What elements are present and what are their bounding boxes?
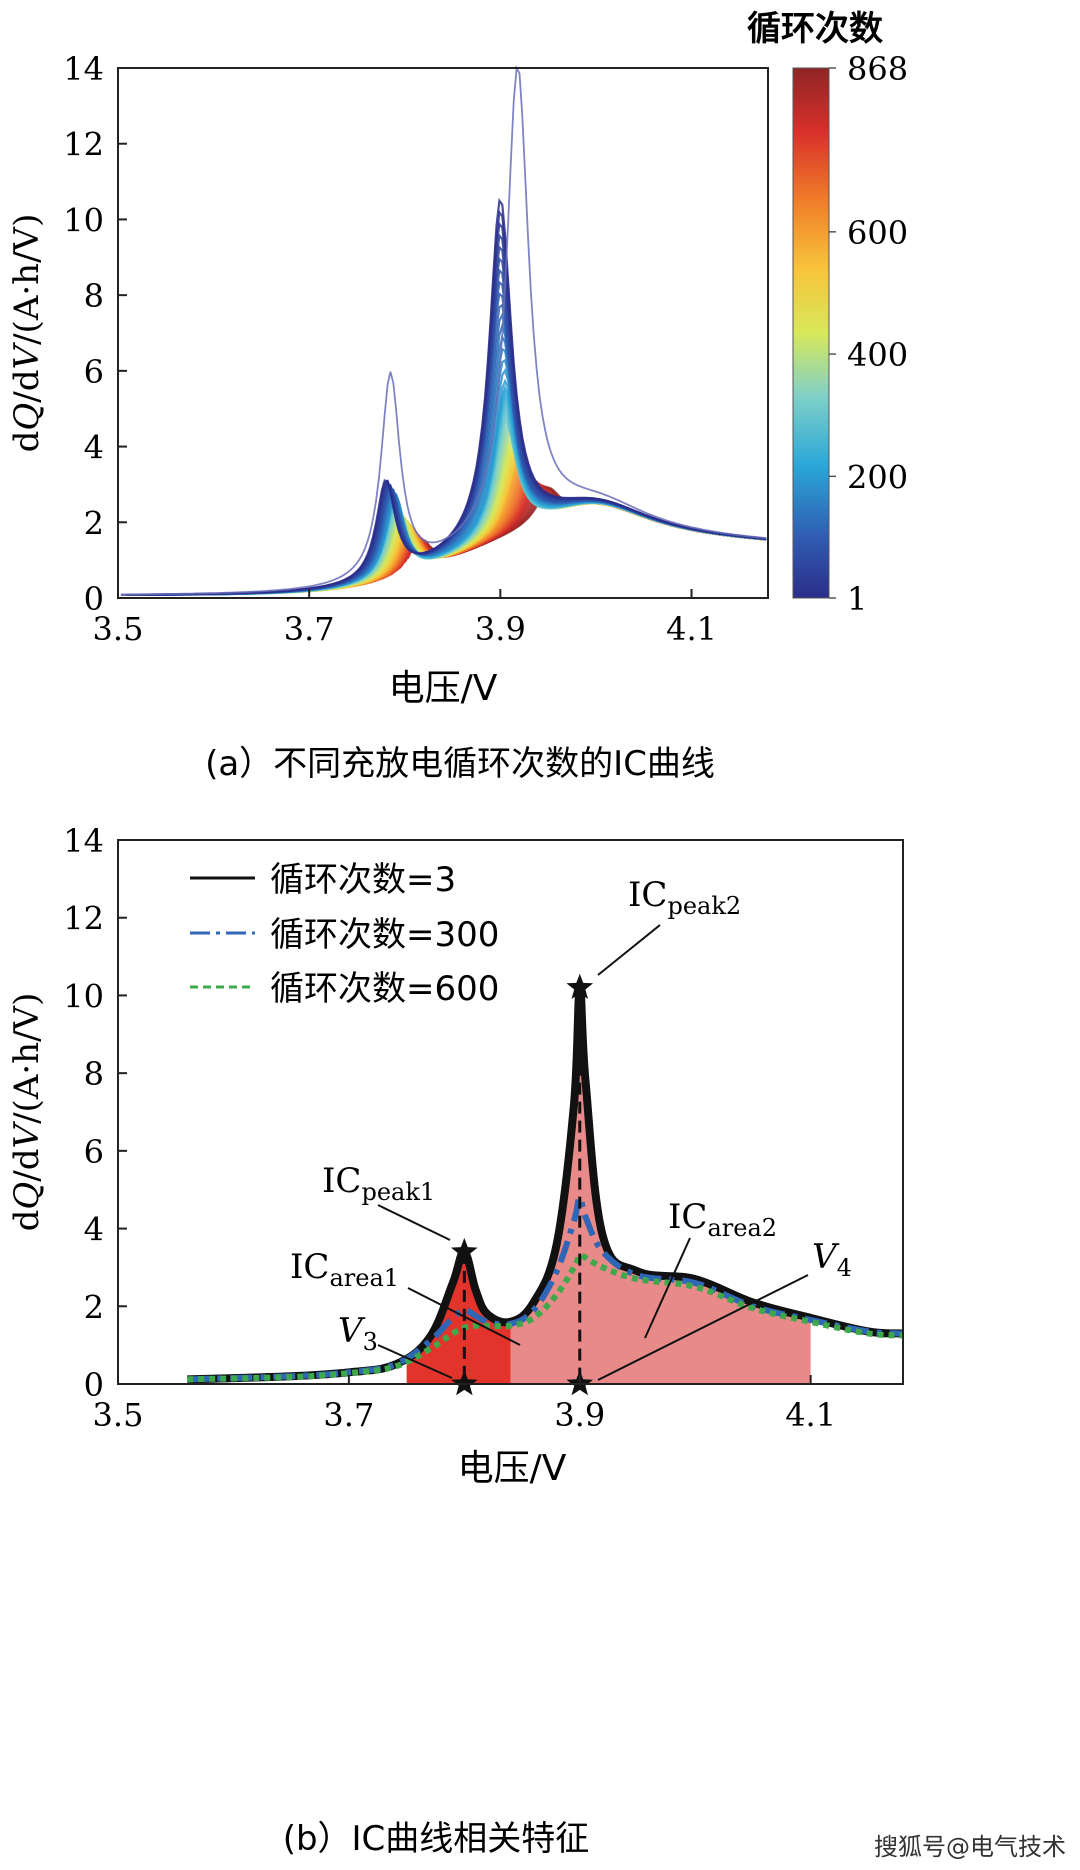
b-y-axis-label: dQ/dV/(A·h/V): [7, 993, 47, 1232]
a-x-axis-label: 电压/V: [389, 668, 498, 709]
b-ytick-label: 12: [63, 900, 104, 938]
leader-v4: [597, 1274, 809, 1381]
leader-area2: [644, 1237, 691, 1339]
a-curves: [120, 64, 767, 596]
b-star-IC_peak1: [451, 1237, 478, 1264]
b-curves: [187, 983, 904, 1384]
b-ytick-label: 0: [84, 1366, 104, 1404]
a-xtick-label: 3.9: [475, 610, 526, 648]
a-xtick-label: 3.5: [93, 610, 144, 648]
a-plot-frame: [117, 67, 769, 599]
leader-peak2: [597, 924, 661, 976]
legend-label-3: 循环次数=3: [270, 860, 456, 900]
annot-peak2: ICpeak2: [628, 875, 741, 920]
b-xtick-label: 3.7: [323, 1396, 374, 1434]
colorbar-tick-label: 1: [847, 580, 867, 618]
a-cycle-curve-outlier: [120, 64, 767, 596]
a-ytick-label: 14: [63, 50, 104, 88]
b-x-axis-label: 电压/V: [458, 1448, 567, 1489]
b-ytick-label: 6: [84, 1133, 104, 1171]
watermark: 搜狐号@电气技术: [874, 1833, 1066, 1861]
annot-v4: V4: [812, 1237, 852, 1282]
colorbar-tick-label: 600: [847, 214, 908, 252]
annot-v3: V3: [338, 1311, 378, 1356]
a-xtick-label: 3.7: [284, 610, 335, 648]
b-curve: [187, 1252, 904, 1383]
colorbar-tick-label: 200: [847, 458, 908, 496]
a-y-ticks: 0 2 4 6 8 10 12 14: [63, 50, 127, 618]
a-y-axis-label: dQ/dV/(A·h/V): [7, 214, 47, 453]
b-ytick-label: 10: [63, 977, 104, 1015]
leader-peak1: [377, 1204, 451, 1241]
b-region-IC_area2: [510, 987, 811, 1384]
b-legend: 循环次数=3 循环次数=300 循环次数=600: [190, 860, 499, 1009]
annot-peak1: ICpeak1: [322, 1161, 435, 1206]
b-x-ticks: 3.5 3.7 3.9 4.1: [93, 1375, 836, 1434]
a-caption: (a）不同充放电循环次数的IC曲线: [205, 744, 715, 784]
legend-label-300: 循环次数=300: [270, 915, 499, 955]
a-ytick-label: 10: [63, 201, 104, 239]
chart-a: 0 2 4 6 8 10 12 14 3.5 3.7 3.9 4.1 电压/V dQ/dV/(A·h…: [7, 9, 908, 784]
b-ytick-label: 4: [84, 1211, 104, 1249]
leader-area1: [407, 1287, 521, 1346]
annot-area1: ICarea1: [290, 1247, 399, 1292]
colorbar-ticks: 868 600 400 200 1: [829, 50, 908, 618]
b-xtick-label: 4.1: [785, 1396, 836, 1434]
legend-label-600: 循环次数=600: [270, 969, 499, 1009]
leader-v3: [377, 1344, 453, 1379]
b-star-V3: [451, 1370, 478, 1396]
colorbar-tick-label: 868: [847, 50, 908, 88]
b-xtick-label: 3.9: [554, 1396, 605, 1434]
b-plot-frame: [117, 839, 904, 1385]
a-ytick-label: 6: [84, 353, 104, 391]
a-ytick-label: 2: [84, 504, 104, 542]
b-region-IC_area1: [406, 1251, 511, 1384]
annot-area2: ICarea2: [668, 1197, 777, 1242]
b-y-ticks: 0 2 4 6 8 10 12 14: [63, 822, 127, 1404]
a-x-ticks: 3.5 3.7 3.9 4.1: [93, 589, 717, 648]
a-xtick-label: 4.1: [666, 610, 717, 648]
b-ytick-label: 14: [63, 822, 104, 860]
b-annotations: ICpeak2 ICpeak1 ICarea1 ICarea2 V3 V4: [290, 875, 852, 1381]
colorbar-title: 循环次数: [747, 9, 883, 49]
a-ytick-label: 8: [84, 277, 104, 315]
colorbar-tick-label: 400: [847, 336, 908, 374]
a-ytick-label: 0: [84, 580, 104, 618]
a-ytick-label: 4: [84, 429, 104, 467]
colorbar: [792, 67, 830, 599]
b-caption: (b）IC曲线相关特征: [283, 1819, 590, 1859]
b-star-IC_peak2: [566, 973, 594, 999]
a-ytick-label: 12: [63, 126, 104, 164]
b-xtick-label: 3.5: [93, 1396, 144, 1434]
b-ytick-label: 8: [84, 1055, 104, 1093]
b-ytick-label: 2: [84, 1288, 104, 1326]
b-curve: [187, 1194, 904, 1383]
b-vertical-dashes: [462, 987, 582, 1384]
